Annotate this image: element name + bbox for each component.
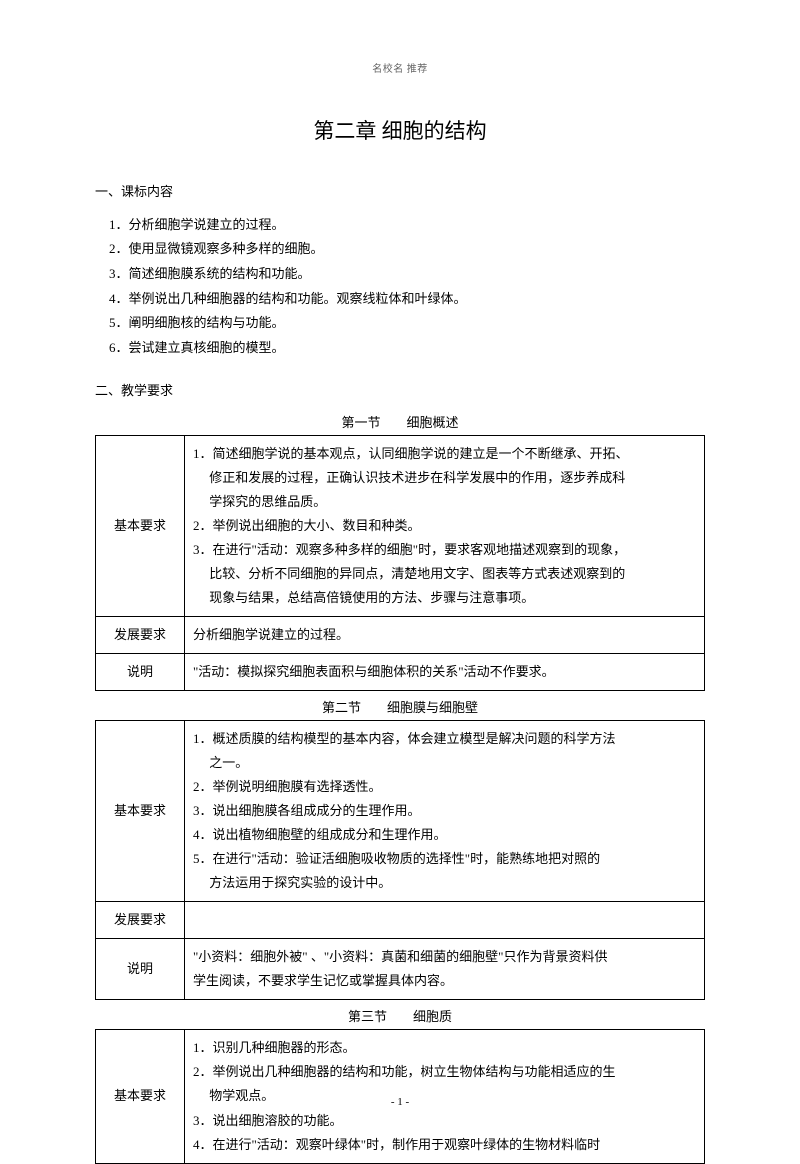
table2: 基本要求 1．概述质膜的结构模型的基本内容，体会建立模型是解决问题的科学方法 之… — [95, 720, 705, 1000]
table1-row-content: 分析细胞学说建立的过程。 — [185, 616, 705, 653]
page-number: - 1 - — [0, 1096, 800, 1108]
table1-title: 第一节 细胞概述 — [95, 412, 705, 431]
table2-row-label: 说明 — [96, 939, 185, 1000]
table2-row-label: 基本要求 — [96, 720, 185, 901]
s1-item: 1．分析细胞学说建立的过程。 — [95, 213, 705, 238]
table2-row-content — [185, 902, 705, 939]
table1-row-content: 1．简述细胞学说的基本观点，认同细胞学说的建立是一个不断继承、开拓、 修正和发展… — [185, 435, 705, 616]
table2-row-content: "小资料：细胞外被" 、"小资料：真菌和细菌的细胞壁"只作为背景资料供 学生阅读… — [185, 939, 705, 1000]
s1-item: 2．使用显微镜观察多种多样的细胞。 — [95, 237, 705, 262]
s1-item: 4．举例说出几种细胞器的结构和功能。观察线粒体和叶绿体。 — [95, 287, 705, 312]
table2-row-content: 1．概述质膜的结构模型的基本内容，体会建立模型是解决问题的科学方法 之一。 2．… — [185, 720, 705, 901]
table1-row-label: 说明 — [96, 653, 185, 690]
table1-row-label: 发展要求 — [96, 616, 185, 653]
table1-row-label: 基本要求 — [96, 435, 185, 616]
s1-item: 5．阐明细胞核的结构与功能。 — [95, 311, 705, 336]
chapter-title: 第二章 细胞的结构 — [95, 115, 705, 145]
section1-heading: 一、课标内容 — [95, 180, 705, 205]
table2-title: 第二节 细胞膜与细胞壁 — [95, 697, 705, 716]
s1-item: 6．尝试建立真核细胞的模型。 — [95, 336, 705, 361]
section2-heading: 二、教学要求 — [95, 379, 705, 404]
page-header: 名校名 推荐 — [95, 60, 705, 75]
table1-row-content: "活动：模拟探究细胞表面积与细胞体积的关系"活动不作要求。 — [185, 653, 705, 690]
table3-title: 第三节 细胞质 — [95, 1006, 705, 1025]
table1: 基本要求 1．简述细胞学说的基本观点，认同细胞学说的建立是一个不断继承、开拓、 … — [95, 435, 705, 691]
table2-row-label: 发展要求 — [96, 902, 185, 939]
s1-item: 3．简述细胞膜系统的结构和功能。 — [95, 262, 705, 287]
